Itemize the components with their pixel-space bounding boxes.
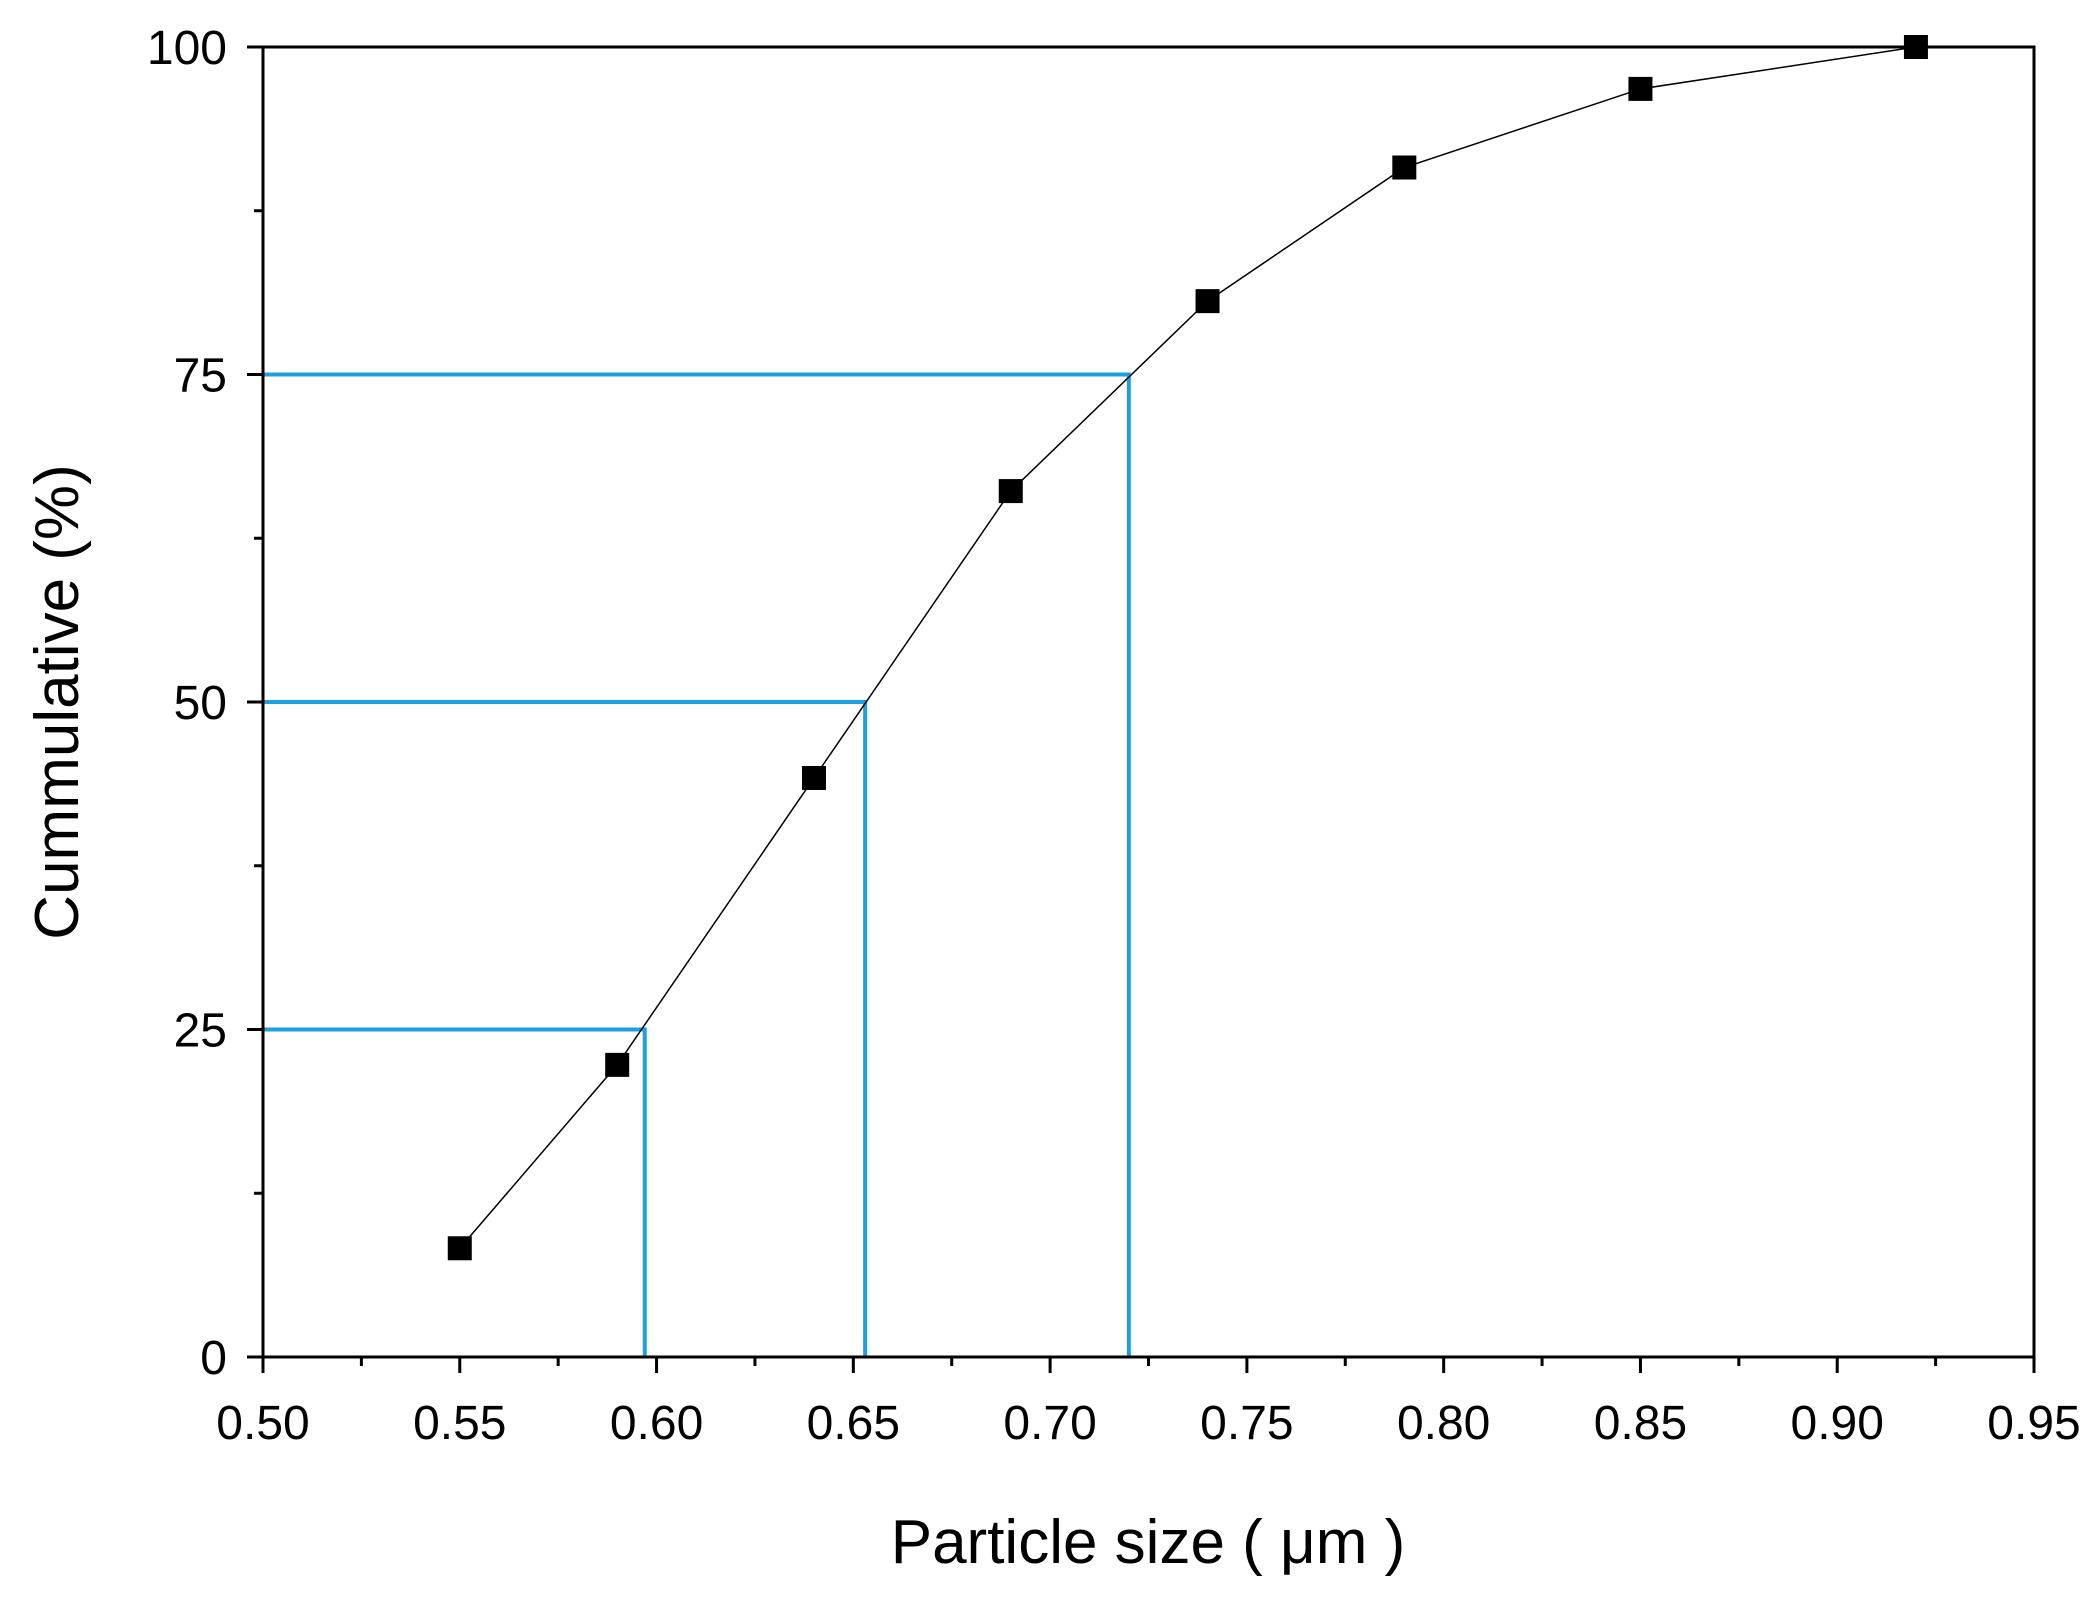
data-point — [1195, 289, 1220, 314]
x-tick-label: 0.70 — [1003, 1397, 1096, 1450]
x-tick-label: 0.75 — [1200, 1397, 1293, 1450]
data-point — [447, 1236, 472, 1261]
y-tick-label: 25 — [174, 1005, 227, 1058]
x-tick-label: 0.50 — [216, 1397, 309, 1450]
x-tick-label: 0.90 — [1791, 1397, 1884, 1450]
data-point — [1392, 155, 1417, 180]
data-point — [605, 1052, 630, 1077]
x-tick-label: 0.80 — [1397, 1397, 1490, 1450]
x-tick-label: 0.65 — [807, 1397, 900, 1450]
y-axis-label: Cummulative (%) — [23, 464, 92, 939]
x-axis-label: Particle size ( μm ) — [891, 1508, 1406, 1577]
reference-line — [263, 700, 868, 1357]
x-tick-label: 0.55 — [413, 1397, 506, 1450]
x-tick-label: 0.60 — [610, 1397, 703, 1450]
data-point — [801, 765, 826, 790]
y-tick-label: 0 — [200, 1332, 227, 1385]
data-point — [998, 479, 1023, 504]
x-tick-label: 0.85 — [1594, 1397, 1687, 1450]
data-point — [1903, 35, 1928, 59]
reference-line — [263, 1027, 647, 1357]
y-tick-label: 50 — [174, 677, 227, 730]
x-tick-label: 0.95 — [1987, 1397, 2080, 1450]
data-point — [1628, 76, 1653, 101]
reference-line — [263, 372, 1131, 1357]
series-line — [459, 46, 1917, 1249]
y-tick-label: 75 — [174, 350, 227, 403]
y-tick-label: 100 — [147, 22, 227, 75]
